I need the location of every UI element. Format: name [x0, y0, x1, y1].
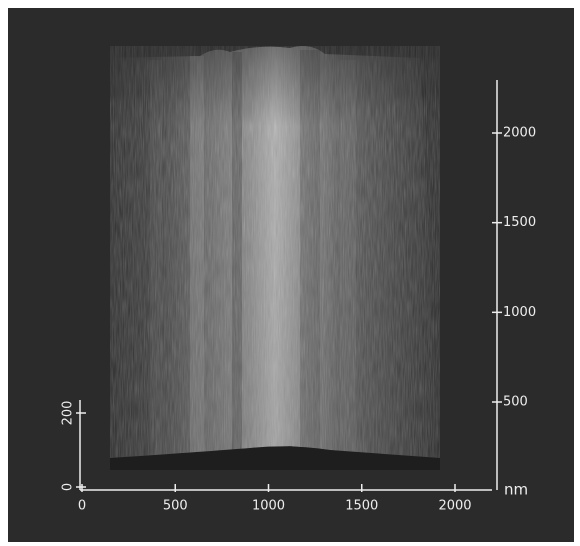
x-tick-label: 0 — [78, 499, 86, 514]
x-tick-label: 500 — [163, 499, 188, 514]
z-tick-label: 200 — [61, 401, 76, 426]
z-tick-label: 0 — [61, 483, 76, 491]
surface — [100, 40, 450, 470]
x-tick-label: 2000 — [438, 499, 471, 514]
y-tick-label: 1500 — [503, 215, 536, 230]
y-tick-label: 2000 — [503, 126, 536, 141]
x-tick-label: 1500 — [345, 499, 378, 514]
y-tick-label: 1000 — [503, 305, 536, 320]
afm-figure: 0 500 1000 1500 2000 nm 500 1000 1500 2000 0 200 — [0, 0, 580, 546]
x-unit-label: nm — [504, 481, 528, 499]
x-tick-label: 1000 — [252, 499, 285, 514]
y-tick-label: 500 — [503, 395, 528, 410]
